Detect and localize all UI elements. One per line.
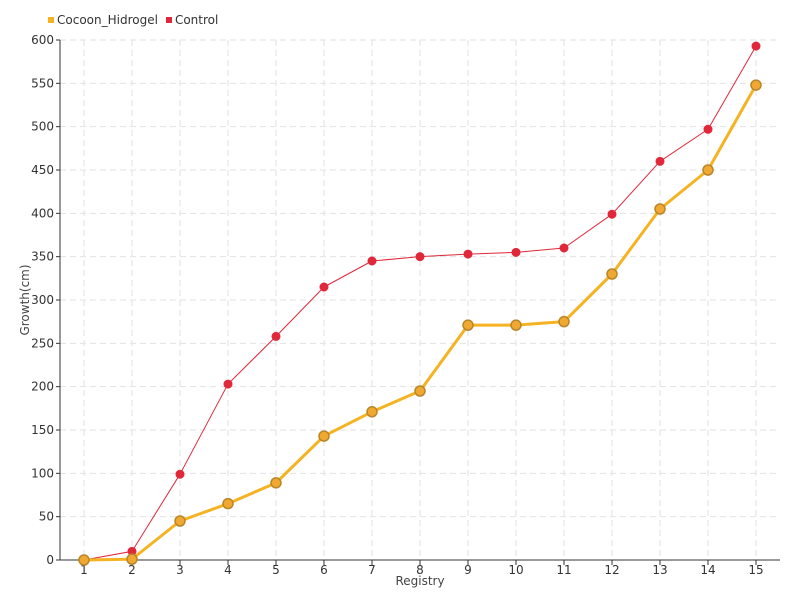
data-point-control: [559, 243, 569, 253]
x-tick-label: 3: [176, 563, 184, 577]
x-tick-label: 7: [368, 563, 376, 577]
y-tick-label: 400: [31, 206, 54, 220]
data-point-control: [367, 256, 377, 266]
x-tick-label: 4: [224, 563, 232, 577]
y-tick-label: 150: [31, 423, 54, 437]
data-point-cocoon-hidrogel: [414, 385, 426, 397]
y-tick-label: 200: [31, 380, 54, 394]
legend-item-control[interactable]: Control: [165, 13, 219, 27]
x-tick-label: 15: [748, 563, 763, 577]
x-tick-label: 5: [272, 563, 280, 577]
x-tick-label: 14: [700, 563, 715, 577]
series-layer: [78, 41, 762, 566]
data-point-cocoon-hidrogel: [318, 430, 330, 442]
y-tick-label: 450: [31, 163, 54, 177]
x-tick-label: 12: [604, 563, 619, 577]
y-tick-label: 600: [31, 33, 54, 47]
data-point-control: [511, 247, 521, 257]
data-point-control: [271, 331, 281, 341]
y-tick-label: 500: [31, 120, 54, 134]
x-tick-label: 2: [128, 563, 136, 577]
data-point-control: [175, 469, 185, 479]
x-tick-label: 8: [416, 563, 424, 577]
legend-label-control: Control: [174, 13, 219, 27]
legend-swatch-cocoon-hidrogel: [48, 17, 54, 23]
data-point-control: [223, 379, 233, 389]
y-axis-label: Growth(cm): [18, 264, 32, 335]
data-point-cocoon-hidrogel: [126, 553, 138, 565]
data-point-cocoon-hidrogel: [510, 319, 522, 331]
x-tick-label: 9: [464, 563, 472, 577]
data-point-cocoon-hidrogel: [270, 477, 282, 489]
x-tick-label: 13: [652, 563, 667, 577]
legend: Cocoon_Hidrogel Control: [48, 13, 218, 27]
y-tick-label: 350: [31, 250, 54, 264]
y-tick-label: 100: [31, 466, 54, 480]
x-axis-label: Registry: [395, 574, 444, 588]
y-tick-label: 300: [31, 293, 54, 307]
data-point-control: [751, 41, 761, 51]
data-point-control: [607, 209, 617, 219]
x-tick-label: 1: [80, 563, 88, 577]
data-point-cocoon-hidrogel: [366, 406, 378, 418]
legend-label-cocoon-hidrogel: Cocoon_Hidrogel: [57, 13, 158, 27]
data-point-cocoon-hidrogel: [750, 79, 762, 91]
data-point-cocoon-hidrogel: [174, 515, 186, 527]
legend-swatch-control: [165, 17, 172, 23]
data-point-control: [463, 249, 473, 259]
data-point-control: [703, 124, 713, 134]
x-tick-label: 11: [556, 563, 571, 577]
x-tick-label: 6: [320, 563, 328, 577]
data-point-control: [319, 282, 329, 292]
y-tick-label: 250: [31, 336, 54, 350]
data-point-cocoon-hidrogel: [222, 497, 234, 510]
data-point-cocoon-hidrogel: [462, 319, 474, 331]
y-tick-label: 0: [46, 553, 54, 567]
data-point-cocoon-hidrogel: [606, 268, 618, 280]
y-tick-label: 50: [39, 510, 54, 524]
data-point-cocoon-hidrogel: [78, 554, 90, 566]
x-tick-label: 10: [508, 563, 523, 577]
y-tick-label: 550: [31, 76, 54, 90]
data-point-control: [655, 156, 665, 166]
data-point-cocoon-hidrogel: [558, 315, 570, 328]
data-point-cocoon-hidrogel: [702, 164, 714, 176]
legend-item-cocoon-hidrogel[interactable]: Cocoon_Hidrogel: [48, 13, 158, 27]
data-point-cocoon-hidrogel: [654, 203, 666, 215]
data-point-control: [415, 252, 425, 262]
grid: [60, 39, 780, 560]
